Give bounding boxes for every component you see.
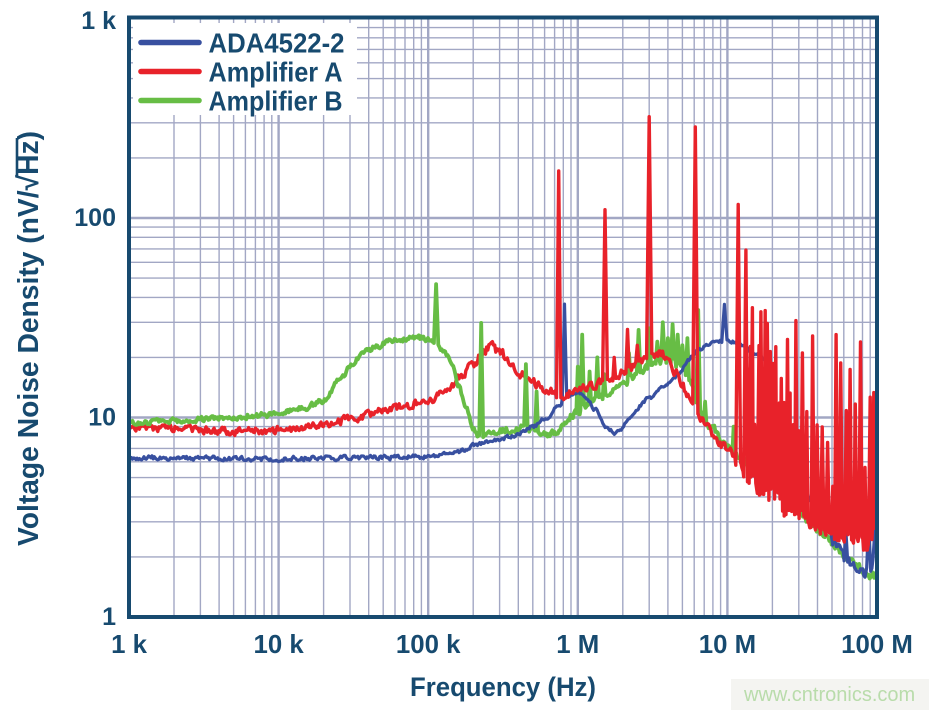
svg-text:10 k: 10 k	[253, 631, 304, 659]
svg-text:10: 10	[88, 404, 116, 432]
svg-text:1 k: 1 k	[111, 631, 148, 659]
svg-text:10 M: 10 M	[699, 631, 756, 659]
svg-text:Frequency (Hz): Frequency (Hz)	[410, 672, 596, 702]
svg-text:1: 1	[102, 603, 116, 631]
svg-text:Voltage Noise Density (nV/√Hz): Voltage Noise Density (nV/√Hz)	[13, 131, 45, 546]
svg-text:100 k: 100 k	[396, 631, 461, 659]
svg-text:Amplifier A: Amplifier A	[209, 57, 343, 88]
svg-text:100: 100	[74, 204, 116, 232]
svg-text:www.cntronics.com: www.cntronics.com	[743, 684, 915, 706]
svg-text:1 M: 1 M	[556, 631, 599, 659]
svg-text:ADA4522-2: ADA4522-2	[209, 28, 345, 59]
svg-text:100 M: 100 M	[841, 631, 913, 659]
svg-text:Amplifier B: Amplifier B	[209, 86, 343, 117]
svg-text:1 k: 1 k	[81, 7, 116, 35]
